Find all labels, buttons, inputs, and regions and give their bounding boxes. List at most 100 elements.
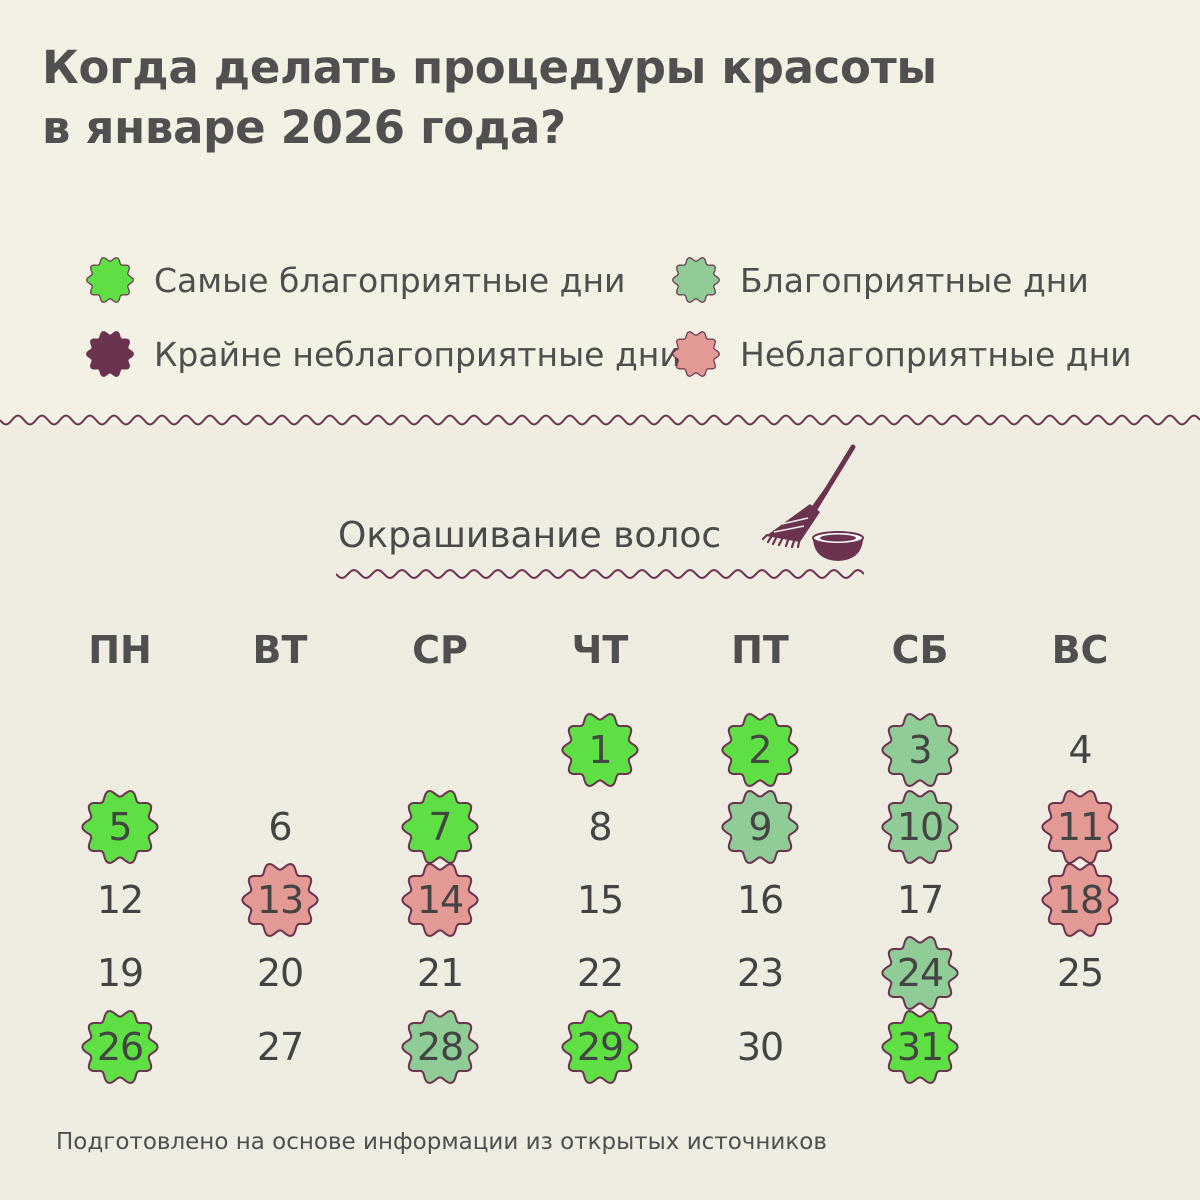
day-marker-favorable-icon <box>881 936 959 1010</box>
legend-label: Неблагоприятные дни <box>740 334 1132 374</box>
day-number: 24 <box>896 951 944 995</box>
day-number: 23 <box>736 951 784 995</box>
calendar-day-16: 16 <box>718 858 802 942</box>
day-marker-most-favorable-icon <box>561 1010 639 1084</box>
day-marker-favorable-icon <box>881 713 959 787</box>
calendar-day-7: 7 <box>398 785 482 869</box>
day-marker-favorable-icon <box>721 790 799 864</box>
calendar-day-26: 26 <box>78 1005 162 1089</box>
day-number: 5 <box>108 805 132 849</box>
day-number: 14 <box>416 878 464 922</box>
calendar-day-23: 23 <box>718 931 802 1015</box>
day-marker-favorable-icon <box>401 1010 479 1084</box>
day-number: 29 <box>576 1025 624 1069</box>
section-underline-wave <box>336 568 864 580</box>
calendar-day-27: 27 <box>238 1005 322 1089</box>
day-number: 17 <box>896 878 944 922</box>
calendar-day-20: 20 <box>238 931 322 1015</box>
calendar-day-11: 11 <box>1038 785 1122 869</box>
hair-dye-brush-and-bowl-icon <box>761 444 864 561</box>
day-number: 19 <box>96 951 144 995</box>
weekday-label: СР <box>412 628 468 672</box>
page-title: Когда делать процедуры красоты в январе … <box>42 38 937 158</box>
day-marker-unfavorable-icon <box>1041 790 1119 864</box>
legend-item-extremely-unfavorable: Крайне неблагоприятные дни <box>84 324 681 384</box>
calendar-day-24: 24 <box>878 931 962 1015</box>
legend-label: Самые благоприятные дни <box>154 260 626 300</box>
calendar-day-28: 28 <box>398 1005 482 1089</box>
header-panel <box>0 0 1200 425</box>
day-number: 30 <box>736 1025 784 1069</box>
day-number: 8 <box>588 805 612 849</box>
calendar-day-10: 10 <box>878 785 962 869</box>
day-number: 7 <box>428 805 452 849</box>
calendar-day-17: 17 <box>878 858 962 942</box>
page-title-line-1: Когда делать процедуры красоты <box>42 41 937 94</box>
calendar-day-13: 13 <box>238 858 322 942</box>
page-title-line-2: в январе 2026 года? <box>42 101 566 154</box>
weekday-label: ПН <box>88 628 152 672</box>
day-marker-unfavorable-icon <box>401 863 479 937</box>
calendar-day-29: 29 <box>558 1005 642 1089</box>
legend-swatch-flower-icon <box>672 331 720 377</box>
day-marker-most-favorable-icon <box>561 713 639 787</box>
calendar-day-12: 12 <box>78 858 162 942</box>
calendar-day-15: 15 <box>558 858 642 942</box>
legend-label: Благоприятные дни <box>740 260 1089 300</box>
legend-item-unfavorable: Неблагоприятные дни <box>670 324 1132 384</box>
weekday-label: ВС <box>1051 628 1109 672</box>
calendar-day-22: 22 <box>558 931 642 1015</box>
day-number: 3 <box>908 728 932 772</box>
day-marker-unfavorable-icon <box>241 863 319 937</box>
day-number: 18 <box>1056 878 1104 922</box>
calendar-day-2: 2 <box>718 708 802 792</box>
day-number: 4 <box>1068 728 1092 772</box>
day-marker-most-favorable-icon <box>881 1010 959 1084</box>
weekday-label: ЧТ <box>571 628 629 672</box>
day-marker-most-favorable-icon <box>81 1010 159 1084</box>
day-marker-most-favorable-icon <box>81 790 159 864</box>
section-title: Окрашивание волос <box>338 515 722 556</box>
day-number: 11 <box>1056 805 1104 849</box>
calendar-day-25: 25 <box>1038 931 1122 1015</box>
legend-swatch-flower-icon <box>86 257 134 303</box>
legend-item-favorable: Благоприятные дни <box>670 250 1089 310</box>
day-number: 1 <box>588 728 612 772</box>
legend-item-most-favorable: Самые благоприятные дни <box>84 250 626 310</box>
day-number: 31 <box>896 1025 944 1069</box>
weekday-label: ПТ <box>731 628 789 672</box>
calendar-day-31: 31 <box>878 1005 962 1089</box>
day-number: 15 <box>576 878 624 922</box>
calendar-day-1: 1 <box>558 708 642 792</box>
day-number: 27 <box>256 1025 304 1069</box>
day-marker-most-favorable-icon <box>721 713 799 787</box>
calendar-day-30: 30 <box>718 1005 802 1089</box>
day-number: 9 <box>748 805 772 849</box>
day-number: 6 <box>268 805 292 849</box>
day-number: 26 <box>96 1025 144 1069</box>
calendar-day-9: 9 <box>718 785 802 869</box>
calendar-day-21: 21 <box>398 931 482 1015</box>
day-number: 2 <box>748 728 772 772</box>
day-number: 21 <box>416 951 464 995</box>
day-marker-unfavorable-icon <box>1041 863 1119 937</box>
day-number: 13 <box>256 878 304 922</box>
calendar-day-6: 6 <box>238 785 322 869</box>
day-number: 12 <box>96 878 144 922</box>
day-number: 28 <box>416 1025 464 1069</box>
calendar-day-4: 4 <box>1038 708 1122 792</box>
day-number: 10 <box>896 805 944 849</box>
legend-label: Крайне неблагоприятные дни <box>154 334 681 374</box>
legend-swatch-flower-icon <box>86 331 134 377</box>
legend-swatch-flower-icon <box>672 257 720 303</box>
calendar-day-3: 3 <box>878 708 962 792</box>
day-number: 25 <box>1056 951 1104 995</box>
weekday-label: СБ <box>891 628 949 672</box>
weekday-label: ВТ <box>252 628 308 672</box>
day-marker-favorable-icon <box>881 790 959 864</box>
calendar-day-8: 8 <box>558 785 642 869</box>
day-number: 20 <box>256 951 304 995</box>
calendar-day-14: 14 <box>398 858 482 942</box>
day-number: 22 <box>576 951 624 995</box>
day-marker-most-favorable-icon <box>401 790 479 864</box>
